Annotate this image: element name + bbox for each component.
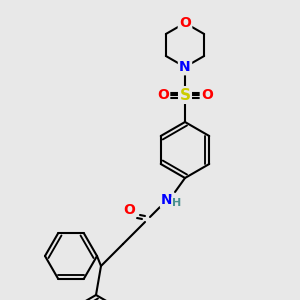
Text: O: O — [201, 88, 213, 102]
Text: S: S — [179, 88, 191, 103]
Text: O: O — [179, 16, 191, 30]
Text: N: N — [179, 60, 191, 74]
Text: N: N — [161, 193, 173, 207]
Text: O: O — [157, 88, 169, 102]
Text: O: O — [123, 203, 135, 217]
Text: H: H — [172, 198, 182, 208]
